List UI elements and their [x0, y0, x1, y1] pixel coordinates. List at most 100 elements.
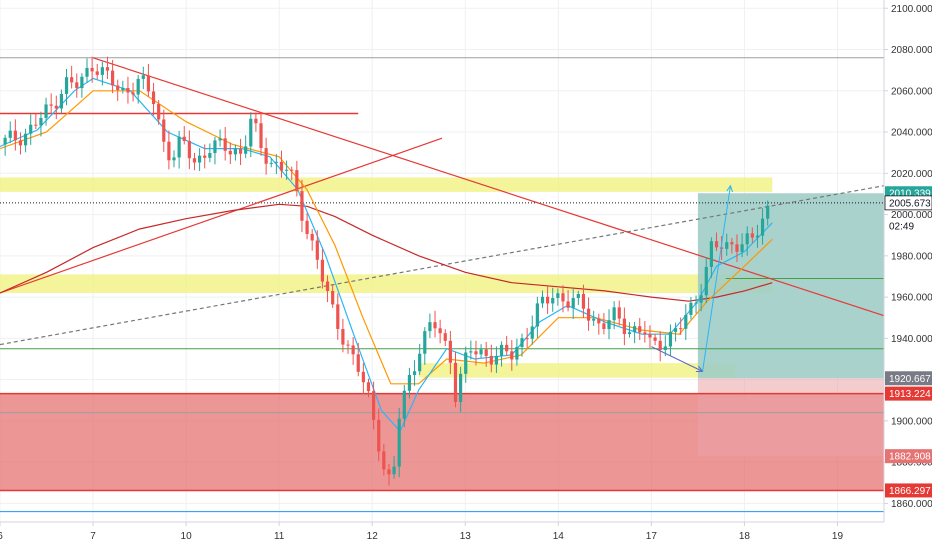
trendline: [92, 57, 885, 317]
candle-body: [351, 345, 355, 355]
candle-body: [39, 117, 43, 126]
candle-body: [136, 78, 140, 95]
candle-body: [110, 70, 115, 86]
candle-body: [602, 323, 606, 330]
candle-body: [336, 304, 340, 329]
x-tick-label: 19: [832, 531, 844, 542]
candle-body: [70, 77, 74, 83]
candle-body: [520, 338, 524, 347]
candle-body: [126, 87, 130, 93]
candles-layer: [3, 56, 770, 486]
candle-body: [617, 307, 621, 319]
position-loss-box[interactable]: [697, 378, 884, 457]
x-tick-label: 11: [274, 531, 285, 542]
candle-body: [428, 322, 432, 332]
candle-body: [489, 355, 493, 365]
candle-body: [535, 303, 539, 327]
price-tag-label: 2010.339: [889, 189, 931, 200]
candle-body: [310, 233, 314, 241]
candle-body: [525, 338, 529, 340]
candle-body: [95, 71, 99, 75]
candle-body: [627, 332, 632, 335]
candle-body: [515, 346, 519, 360]
candle-body: [197, 155, 202, 163]
position-tool[interactable]: [697, 193, 884, 457]
candle-body: [182, 136, 186, 141]
ma-long-line: [0, 203, 773, 302]
price-tag-label: 1866.297: [889, 486, 931, 497]
candle-body: [740, 244, 744, 252]
candle-body: [551, 297, 555, 304]
candle-body: [750, 233, 754, 238]
candle-body: [556, 293, 560, 298]
candle-body: [571, 298, 575, 308]
candle-body: [218, 138, 222, 141]
horizontal-lines-layer: [0, 57, 884, 513]
price-tag: [885, 371, 932, 386]
ema-fast-line: [0, 77, 773, 433]
trendline: [0, 185, 885, 346]
candle-body: [607, 320, 611, 330]
candle-body: [479, 349, 483, 355]
candle-body: [269, 162, 273, 164]
candle-body: [85, 67, 89, 77]
x-tick-label: 10: [181, 531, 193, 542]
candle-body: [141, 75, 145, 79]
candle-body: [684, 314, 688, 329]
time-axis-panel[interactable]: [0, 522, 932, 550]
trendlines-layer: [0, 57, 885, 346]
candle-body: [172, 157, 176, 161]
candle-body: [162, 119, 166, 142]
candle-body: [377, 419, 381, 452]
candle-body: [44, 104, 48, 118]
y-tick-label: 1860.000: [891, 499, 932, 510]
candle-body: [18, 140, 23, 146]
candle-body: [720, 247, 724, 249]
candle-body: [187, 140, 191, 159]
candle-body: [249, 118, 253, 147]
candle-body: [279, 161, 284, 171]
price-tag: [885, 386, 932, 401]
moving-averages-layer: [0, 77, 773, 433]
candle-body: [448, 340, 452, 363]
supply-demand-zone: [0, 274, 773, 293]
candle-body: [213, 140, 217, 154]
candle-body: [356, 354, 360, 372]
y-tick-label: 2060.000: [891, 86, 932, 97]
candle-body: [730, 242, 734, 245]
x-tick-label: 13: [460, 531, 472, 542]
candle-body: [679, 328, 683, 330]
candle-body: [530, 326, 534, 339]
candle-body: [397, 418, 401, 467]
candle-body: [105, 67, 110, 71]
candle-body: [714, 241, 719, 248]
x-tick-label: 7: [90, 531, 96, 542]
candle-body: [689, 302, 693, 315]
candle-body: [658, 340, 662, 350]
candle-body: [331, 290, 335, 305]
candle-body: [121, 87, 125, 91]
candle-body: [581, 293, 586, 309]
candle-body: [208, 153, 212, 158]
candle-body: [3, 137, 7, 145]
candle-body: [469, 351, 473, 353]
x-tick-label: 12: [367, 531, 379, 542]
candle-body: [633, 326, 637, 333]
candle-body: [392, 466, 396, 475]
candle-body: [423, 331, 427, 354]
price-tag: [885, 218, 932, 233]
candle-body: [361, 371, 365, 383]
y-tick-label: 2100.000: [891, 4, 932, 15]
candle-body: [510, 351, 514, 360]
candle-body: [438, 328, 442, 334]
candle-body: [244, 146, 248, 154]
candle-body: [540, 296, 545, 304]
candle-body: [418, 353, 422, 372]
arrows-layer: [651, 186, 730, 372]
y-tick-label: 2000.000: [891, 210, 932, 221]
candle-body: [274, 161, 278, 163]
candle-body: [146, 75, 151, 92]
